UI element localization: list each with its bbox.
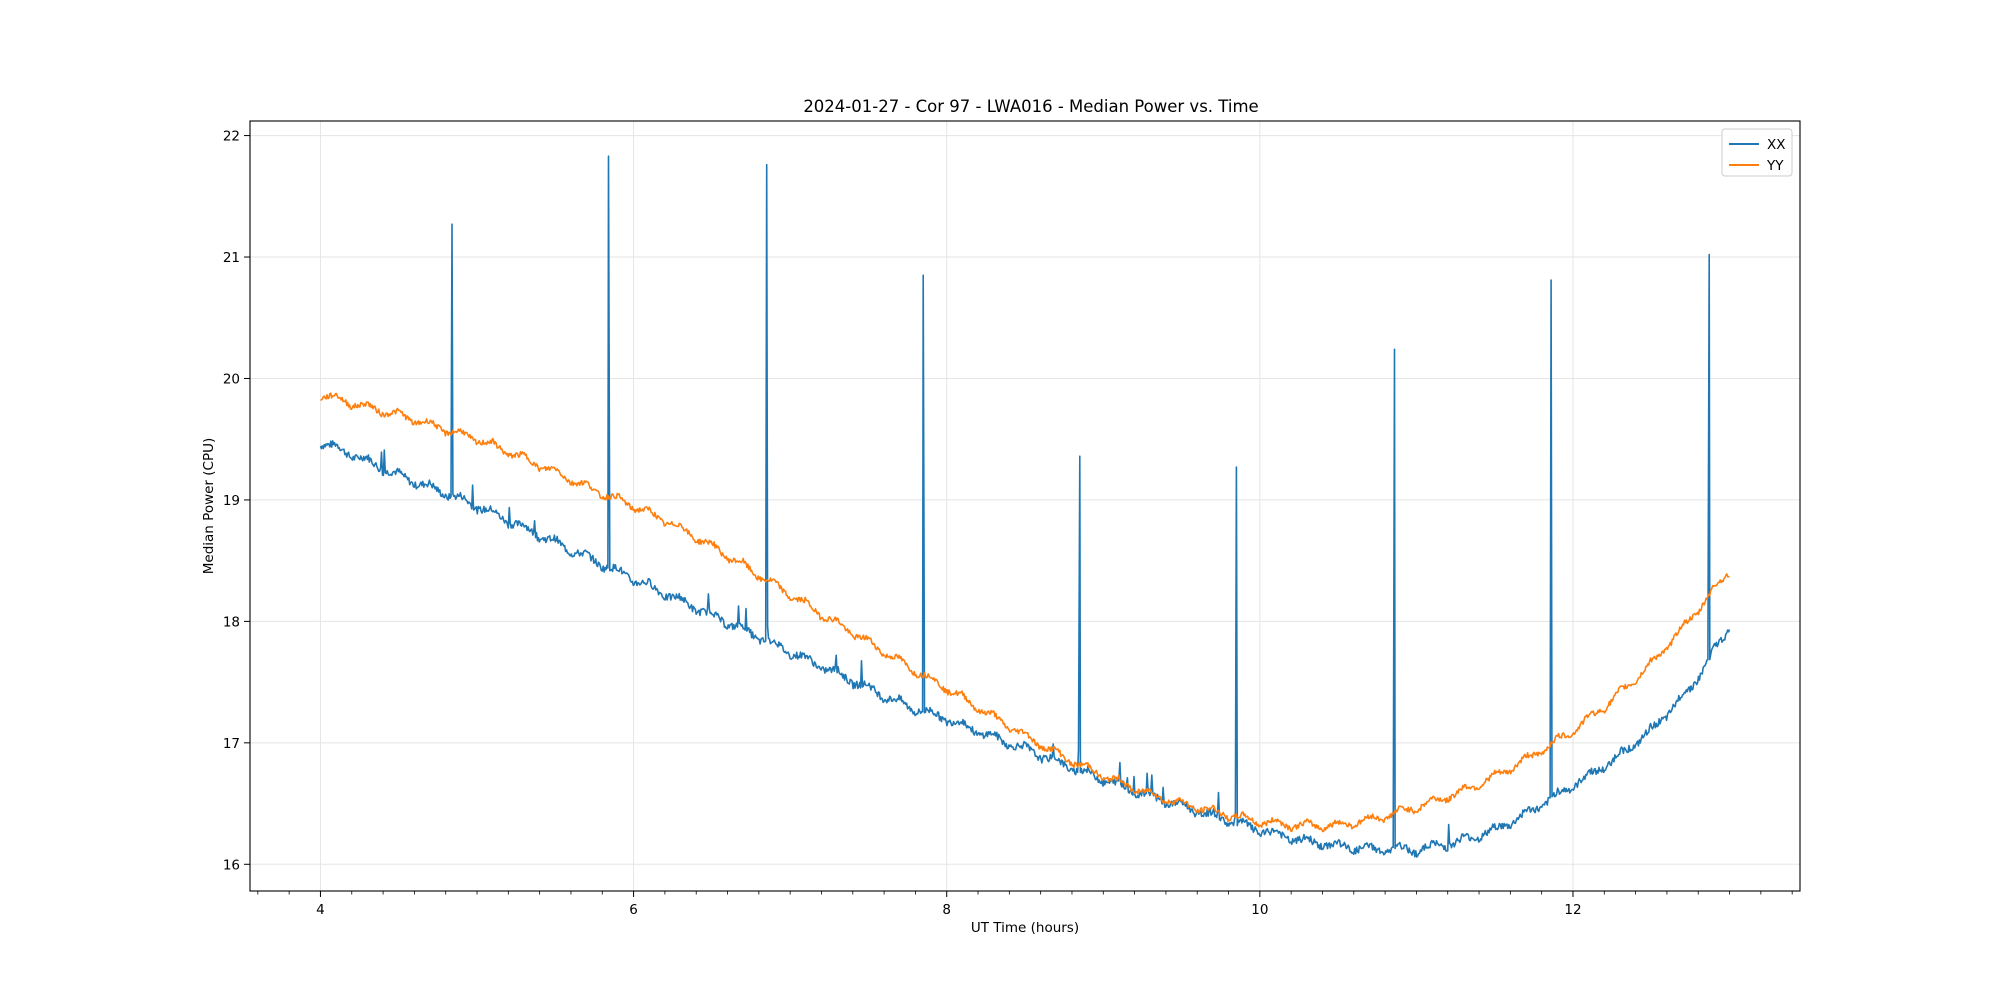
y-tick-label: 17 [223,736,240,752]
y-tick-label: 22 [223,129,240,145]
y-tick-label: 16 [223,857,240,873]
chart-title: 2024-01-27 - Cor 97 - LWA016 - Median Po… [803,97,1258,116]
series-line-yy [320,392,1730,833]
y-tick-label: 20 [223,371,240,387]
grid [250,121,1800,891]
legend-label-xx: XX [1767,137,1786,153]
x-axis-label: UT Time (hours) [971,920,1079,936]
x-tick-label: 6 [629,902,638,918]
series-lines [319,155,1731,858]
y-tick-label: 21 [223,250,240,266]
axes: 4 6 8 10 12 16 17 18 19 20 21 22 [223,129,1793,918]
series-line-xx [319,155,1731,858]
plot-frame [249,120,1801,892]
y-tick-label: 18 [223,614,240,630]
x-tick-label: 8 [942,902,951,918]
x-tick-label: 10 [1251,902,1268,918]
x-tick-label: 4 [316,902,325,918]
x-tick-label: 12 [1564,902,1581,918]
legend: XX YY [1721,128,1793,177]
legend-label-yy: YY [1766,158,1784,174]
y-tick-label: 19 [223,493,240,509]
y-axis-label: Median Power (CPU) [201,438,217,574]
